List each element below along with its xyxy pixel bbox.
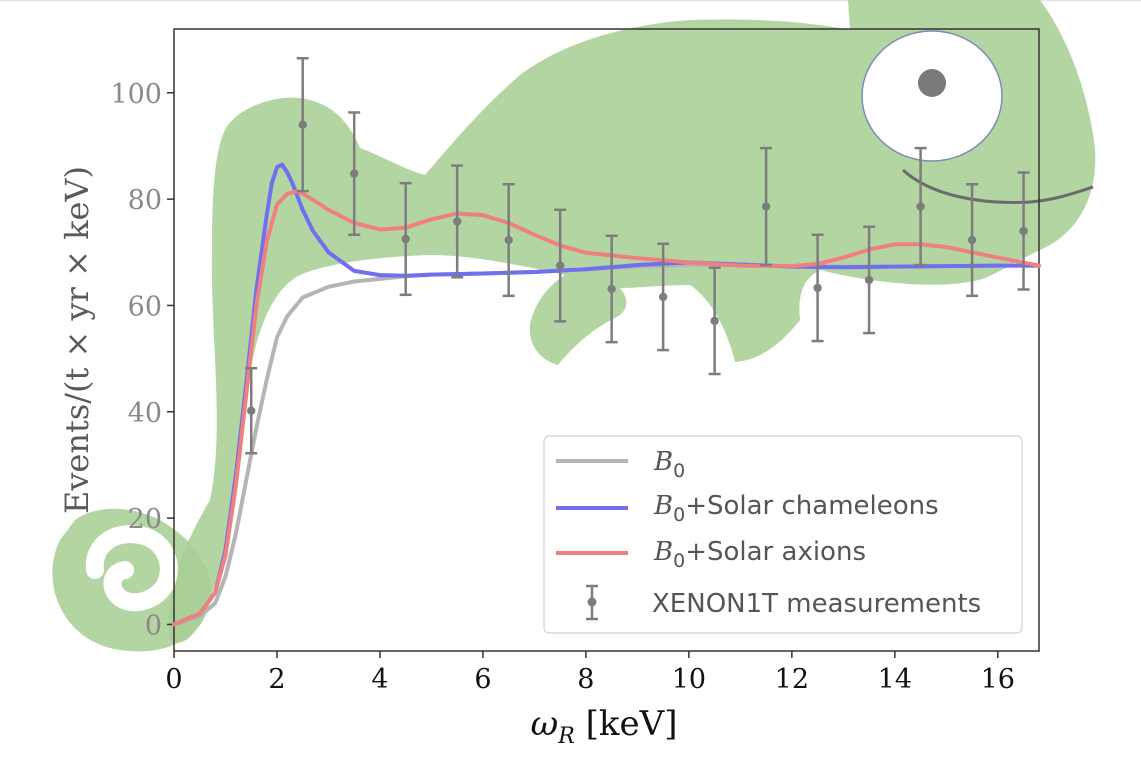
x-tick-label: 14 [878,664,912,695]
measurement-point [451,164,464,279]
y-tick-label: 60 [128,291,162,322]
measurement-dot [555,261,565,270]
plot-area-frame [173,28,1040,652]
x-tick-label: 12 [775,664,809,695]
legend-measure-dot [587,597,597,607]
y-tick-label: 20 [128,504,162,535]
x-axis-label: ωR [keV] [531,704,678,749]
measurement-point [399,181,412,297]
measurement-dot [401,234,410,244]
chameleon-tail-spiral-inner [85,525,178,612]
measurement-dot [607,284,616,294]
x-tick-label: 8 [577,664,594,695]
measurement-point [1017,171,1030,291]
legend: B0 B0+Solar chameleons B0+Solar axions X… [543,435,1023,634]
measurement-point [811,233,824,343]
x-tick-label: 10 [672,664,706,695]
x-axis-label-subscript: R [557,724,575,749]
measurement-dot [916,202,925,211]
measurement-dot [298,120,307,129]
legend-label-chameleons: B0+Solar chameleons [653,491,939,526]
x-tick-label: 16 [981,664,1015,695]
measurement-dot [504,235,513,245]
measurement-point [605,234,618,344]
y-axis-label: Events/(t × yr × keV) [58,166,96,514]
legend-swatch-measurements [586,584,598,621]
x-axis-label-unit: [keV] [575,704,678,744]
measurement-point [348,111,361,236]
x-axis-label-symbol: ω [531,704,559,744]
measurement-dot [350,169,359,178]
chameleon-illustration [52,0,1096,652]
y-tick-label: 0 [145,610,162,641]
legend-box [543,435,1023,634]
y-tick-label: 100 [110,79,162,110]
y-tick-label: 40 [128,398,162,429]
series-line-axion [172,189,1041,627]
measurement-point [245,366,258,455]
y-tick-label: 80 [128,185,162,216]
x-tick-label: 2 [268,664,285,695]
x-tick-label: 0 [165,664,182,695]
measurement-errorbars [245,56,1030,455]
legend-label-axions: B0+Solar axions [653,537,866,572]
chameleon-eye-pupil [918,69,946,97]
measurement-dot [452,217,462,226]
measurement-dot [864,275,874,285]
measurement-dot [710,316,719,326]
measurement-point [554,208,567,323]
measurement-dot [967,235,977,245]
x-axis: 0 2 4 6 8 10 12 14 16 [165,651,1015,695]
measurement-point [914,146,927,267]
measurement-dot [761,202,771,211]
measurement-point [708,266,721,376]
measurement-dot [813,283,822,293]
measurement-point [296,56,309,193]
x-tick-label: 6 [474,664,491,695]
measurement-dot [247,406,256,415]
measurement-dot [658,292,668,302]
legend-label-measurements: XENON1T measurements [652,589,981,619]
measurement-point [502,182,515,298]
measurement-point [863,225,876,335]
measurement-dot [1019,226,1028,236]
measurement-point [657,242,670,352]
x-tick-label: 4 [371,664,388,695]
legend-label-b0: B0 [653,447,685,482]
y-axis: 0 20 40 60 80 100 [110,79,174,641]
measurement-point [760,146,773,267]
chameleon-body-shape [168,0,1096,643]
measurement-point [966,182,979,298]
